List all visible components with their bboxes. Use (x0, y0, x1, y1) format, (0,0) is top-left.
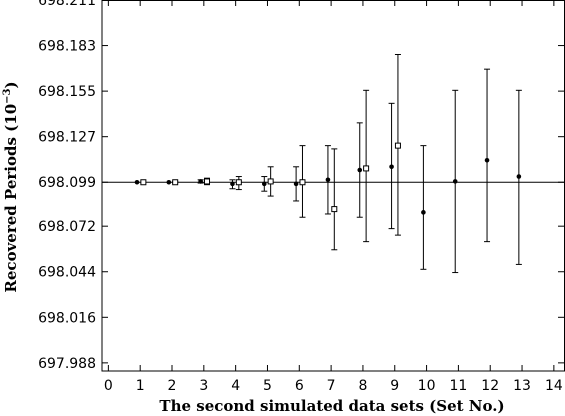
data-point-circle (198, 179, 203, 184)
y-tick-label: 698.099 (38, 175, 96, 191)
data-point-circle (134, 179, 140, 185)
data-point-square (172, 179, 179, 186)
x-tick-label: 14 (545, 378, 563, 394)
data-point-square (394, 142, 401, 149)
x-tick-label: 13 (513, 378, 531, 394)
data-point-circle (357, 167, 363, 173)
y-axis-title-close: ) (2, 81, 20, 88)
data-point-square (235, 179, 242, 186)
y-tick-label: 697.988 (38, 356, 96, 372)
x-tick-label: 1 (136, 378, 145, 394)
y-tick-label: 698.044 (38, 265, 96, 281)
data-point-square (204, 178, 211, 185)
y-tick-label: 698.183 (38, 39, 96, 55)
y-tick-label: 698.072 (38, 219, 96, 235)
data-point-circle (389, 164, 394, 170)
data-point-square (363, 165, 370, 172)
x-tick-label: 8 (358, 378, 367, 394)
data-point-circle (261, 181, 267, 187)
data-point-square (267, 178, 274, 185)
data-point-circle (166, 179, 172, 185)
y-axis-title-exponent: −3 (2, 88, 13, 103)
data-point-circle (230, 181, 235, 187)
x-tick-label: 4 (231, 378, 240, 394)
data-point-circle (484, 157, 490, 163)
data-point-square (299, 179, 306, 186)
data-point-circle (452, 179, 458, 184)
x-tick-label: 11 (449, 378, 467, 394)
data-point-square (331, 206, 338, 213)
x-tick-label: 2 (168, 378, 177, 394)
x-tick-label: 6 (295, 378, 304, 394)
x-tick-label: 7 (327, 378, 336, 394)
data-points-layer (134, 54, 522, 274)
data-point-circle (421, 210, 426, 215)
y-tick-label: 698.016 (38, 310, 96, 326)
y-tick-label: 698.155 (38, 84, 96, 100)
x-tick-label: 10 (418, 378, 436, 394)
data-point-circle (325, 177, 331, 183)
x-tick-label: 5 (263, 378, 272, 394)
plot-frame (101, 0, 565, 372)
y-tick-label: 698.211 (38, 0, 96, 9)
tick-layer: 0 1 2 3 4 5 6 7 8 9 10 11 12 13 14697.988698.016698.04… (38, 0, 564, 394)
x-tick-label: 9 (390, 378, 399, 394)
x-axis-title: The second simulated data sets (Set No.) (159, 397, 504, 415)
y-axis-title-main: Recovered Periods (10 (2, 104, 20, 293)
x-tick-label: 12 (481, 378, 499, 394)
plot-border (101, 0, 565, 372)
data-point-square (140, 179, 147, 186)
data-point-circle (293, 181, 299, 187)
y-axis-title: Recovered Periods (10−3) (2, 81, 20, 292)
data-point-circle (516, 174, 522, 179)
y-tick-label: 698.127 (38, 130, 96, 146)
x-tick-label: 0 (104, 378, 113, 394)
x-tick-label: 3 (199, 378, 208, 394)
